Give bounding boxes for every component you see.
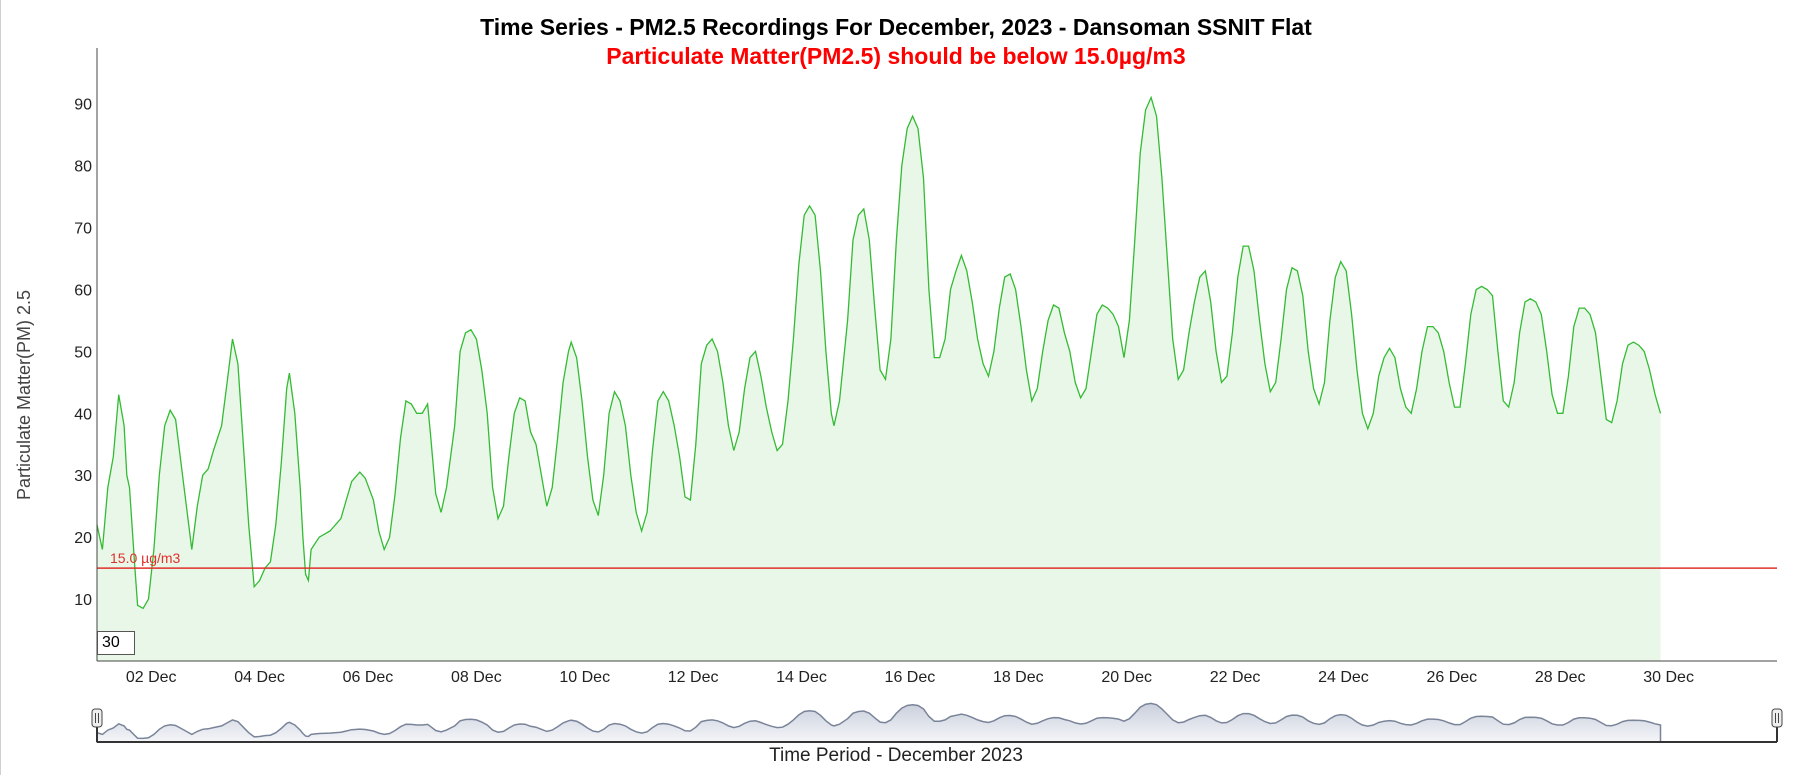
x-tick-label: 20 Dec [1101, 669, 1152, 686]
y-tick-label: 40 [74, 406, 92, 423]
plot-area: 15.0 µg/m3 [96, 95, 1777, 661]
y-axis-label: Particulate Matter(PM) 2.5 [14, 290, 34, 500]
y-tick-label: 50 [74, 344, 92, 361]
x-tick-label: 10 Dec [559, 669, 610, 686]
x-tick-label: 28 Dec [1535, 669, 1586, 686]
navigator-right-handle[interactable] [1771, 708, 1783, 728]
x-axis-label: Time Period - December 2023 [769, 745, 1023, 766]
threshold-label: 15.0 µg/m3 [110, 550, 181, 566]
navigator-panel[interactable] [91, 702, 1783, 743]
x-tick-label: 24 Dec [1318, 669, 1369, 686]
page-left-border [0, 0, 1, 775]
x-tick-label: 22 Dec [1210, 669, 1261, 686]
y-axis-ticks: 10 20 30 40 50 60 70 80 90 [74, 97, 92, 609]
y-tick-label: 90 [74, 97, 92, 114]
navigator-left-handle[interactable] [91, 708, 103, 728]
rolling-window-input[interactable]: 30 [97, 631, 135, 655]
series-line [96, 95, 1662, 610]
x-tick-label: 16 Dec [885, 669, 936, 686]
y-tick-label: 80 [74, 159, 92, 176]
x-tick-label: 30 Dec [1643, 669, 1694, 686]
x-tick-label: 14 Dec [776, 669, 827, 686]
y-tick-label: 10 [74, 592, 92, 609]
series-area [97, 97, 1661, 661]
y-tick-label: 70 [74, 221, 92, 238]
x-axis-ticks: 02 Dec 04 Dec 06 Dec 08 Dec 10 Dec 12 Dec 14 D… [126, 669, 1694, 686]
x-tick-label: 08 Dec [451, 669, 502, 686]
x-tick-label: 04 Dec [234, 669, 285, 686]
x-tick-label: 02 Dec [126, 669, 177, 686]
navigator-series [96, 702, 1662, 743]
y-tick-label: 20 [74, 530, 92, 547]
x-tick-label: 26 Dec [1426, 669, 1477, 686]
y-tick-label: 30 [74, 468, 92, 485]
x-tick-label: 18 Dec [993, 669, 1044, 686]
x-tick-label: 12 Dec [668, 669, 719, 686]
y-tick-label: 60 [74, 282, 92, 299]
chart-subtitle: Particulate Matter(PM2.5) should be belo… [606, 43, 1185, 69]
chart-title: Time Series - PM2.5 Recordings For Decem… [480, 14, 1312, 40]
x-tick-label: 06 Dec [343, 669, 394, 686]
